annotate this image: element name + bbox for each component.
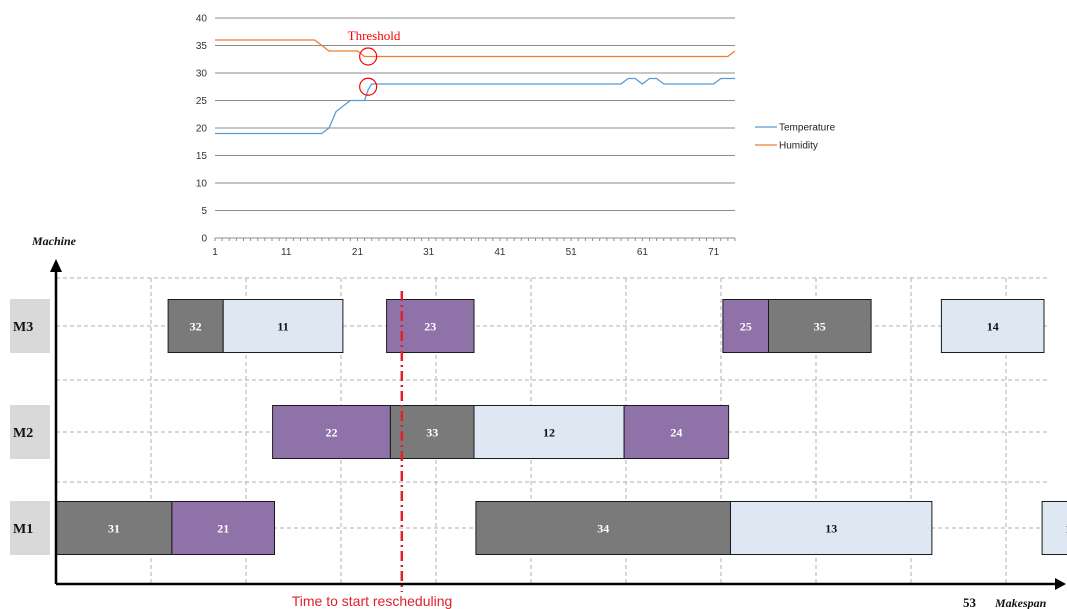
- y-tick-label: 15: [196, 151, 208, 162]
- task-m3-job-32: 32: [167, 299, 224, 353]
- machine-label-box: [10, 299, 50, 353]
- y-tick-label: 30: [196, 69, 208, 80]
- threshold-annotation: Threshold: [348, 28, 401, 43]
- task-bar: [473, 405, 625, 459]
- schedule-gantt-chart: M1 M2 M3 31 21 34 13 15 22 33 12 24 32 11 23 25 35 14 Ma…: [10, 234, 1067, 609]
- line-chart-gridlines: [215, 17, 735, 239]
- task-job-label: 15: [1066, 522, 1067, 536]
- task-m1-job-13: 13: [730, 501, 933, 555]
- series-line-humidity: [215, 39, 736, 58]
- task-m1-job-21: 21: [171, 501, 275, 555]
- task-job-label: 21: [217, 522, 229, 536]
- task-job-label: 14: [987, 320, 999, 334]
- x-tick-label: 31: [423, 247, 435, 258]
- task-m3-job-11: 11: [222, 299, 344, 353]
- task-m1-job-34: 34: [475, 501, 731, 555]
- makespan-value: 53: [963, 595, 977, 609]
- machine-label-m1: M1: [13, 522, 33, 537]
- task-bar: [272, 405, 391, 459]
- machine-label-box: [10, 405, 50, 459]
- machine-axis-title: Machine: [31, 234, 77, 248]
- task-bar: [167, 299, 224, 353]
- task-job-label: 22: [326, 426, 338, 440]
- line-chart-legend: Temperature Humidity: [755, 123, 836, 152]
- task-m1-job-15: 15: [1041, 501, 1067, 555]
- task-bar: [722, 299, 770, 353]
- machine-axis-arrow: [50, 259, 62, 272]
- task-job-label: 12: [543, 426, 555, 440]
- legend-label: Humidity: [779, 141, 818, 152]
- task-m2-job-22: 22: [272, 405, 391, 459]
- task-job-label: 24: [670, 426, 682, 440]
- reschedule-label: Time to start rescheduling: [292, 593, 453, 609]
- task-bar: [623, 405, 730, 459]
- threshold-circle-humidity: [359, 47, 378, 66]
- x-tick-label: 1: [212, 247, 218, 258]
- makespan-axis-title: Makespan: [994, 596, 1047, 609]
- task-job-label: 13: [825, 522, 837, 536]
- x-tick-label: 51: [566, 247, 578, 258]
- y-tick-label: 20: [196, 124, 208, 135]
- task-m1-job-31: 31: [55, 501, 173, 555]
- y-tick-label: 0: [201, 234, 207, 245]
- task-m3-job-25: 25: [722, 299, 770, 353]
- task-bar: [222, 299, 344, 353]
- task-job-label: 32: [190, 320, 202, 334]
- y-tick-label: 5: [201, 206, 207, 217]
- task-job-label: 11: [277, 320, 288, 334]
- task-job-label: 31: [108, 522, 120, 536]
- task-m3-job-35: 35: [768, 299, 872, 353]
- y-tick-label: 35: [196, 41, 208, 52]
- machine-label-m2: M2: [13, 426, 33, 441]
- task-m2-job-33: 33: [389, 405, 475, 459]
- task-job-label: 35: [814, 320, 826, 334]
- gantt-axes: [50, 259, 1066, 590]
- y-tick-label: 10: [196, 179, 208, 190]
- line-chart-series: [215, 39, 736, 135]
- machine-label-box: [10, 501, 50, 555]
- task-bar: [171, 501, 275, 555]
- x-tick-label: 11: [281, 247, 292, 258]
- task-job-label: 23: [424, 320, 436, 334]
- gantt-tasks: 31 21 34 13 15 22 33 12 24 32 11 23 25 35 14: [55, 299, 1067, 555]
- x-tick-label: 61: [637, 247, 649, 258]
- threshold-markers: [359, 47, 378, 96]
- machine-labels: M1 M2 M3: [10, 299, 50, 555]
- makespan-axis-arrow: [1055, 578, 1066, 590]
- threshold-circle-temperature: [359, 77, 378, 96]
- task-bar: [1041, 501, 1067, 555]
- task-bar: [768, 299, 872, 353]
- task-bar: [940, 299, 1045, 353]
- series-line-temperature: [215, 77, 735, 135]
- task-m2-job-12: 12: [473, 405, 625, 459]
- y-tick-label: 40: [196, 14, 208, 25]
- task-bar: [389, 405, 475, 459]
- task-job-label: 33: [426, 426, 438, 440]
- task-m3-job-14: 14: [940, 299, 1045, 353]
- y-tick-label: 25: [196, 96, 208, 107]
- task-m2-job-24: 24: [623, 405, 730, 459]
- x-tick-label: 21: [352, 247, 364, 258]
- x-tick-label: 41: [494, 247, 506, 258]
- task-bar: [730, 501, 933, 555]
- task-job-label: 34: [597, 522, 609, 536]
- x-tick-label: 71: [708, 247, 720, 258]
- task-bar: [475, 501, 731, 555]
- task-job-label: 25: [740, 320, 752, 334]
- machine-label-m3: M3: [13, 320, 33, 335]
- task-m3-job-23: 23: [386, 299, 475, 353]
- legend-label: Temperature: [779, 123, 836, 134]
